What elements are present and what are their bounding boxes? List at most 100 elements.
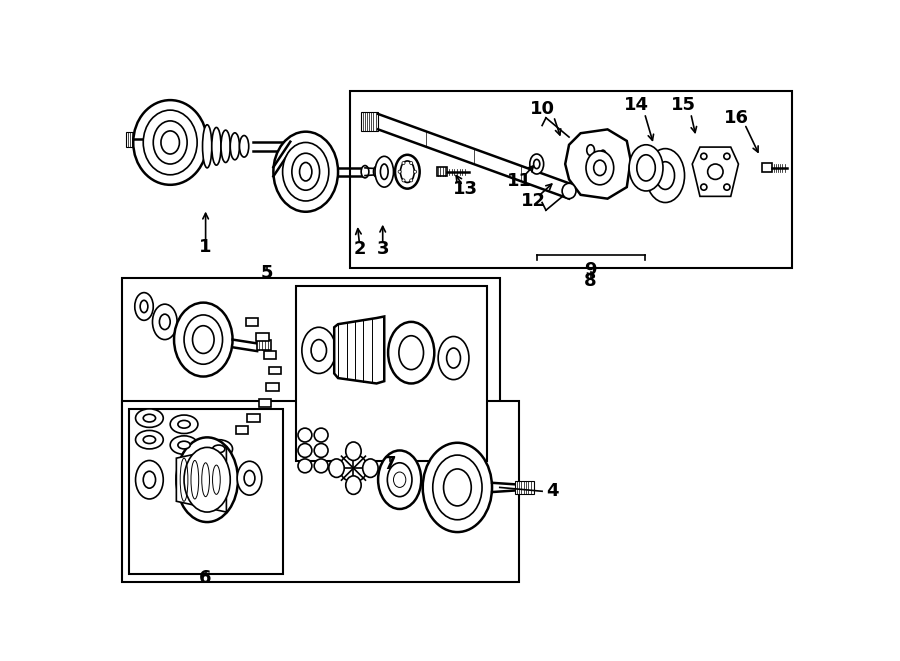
Ellipse shape: [170, 436, 198, 454]
Bar: [349, 91, 792, 268]
Ellipse shape: [176, 438, 238, 522]
Ellipse shape: [193, 326, 214, 354]
Text: 6: 6: [200, 569, 212, 587]
Bar: [258, 399, 271, 407]
Text: 4: 4: [546, 483, 558, 500]
Ellipse shape: [646, 149, 685, 202]
Polygon shape: [334, 317, 384, 383]
Ellipse shape: [346, 442, 361, 461]
Ellipse shape: [136, 409, 163, 428]
Ellipse shape: [402, 161, 405, 165]
Bar: [256, 333, 269, 341]
Ellipse shape: [446, 348, 461, 368]
Ellipse shape: [152, 304, 177, 340]
Ellipse shape: [238, 461, 262, 495]
Ellipse shape: [374, 167, 380, 177]
Ellipse shape: [399, 336, 424, 369]
Text: 12: 12: [521, 192, 546, 210]
Ellipse shape: [724, 184, 730, 190]
Text: 11: 11: [508, 172, 532, 190]
Bar: [257, 340, 271, 350]
Bar: [436, 167, 447, 176]
Ellipse shape: [586, 151, 614, 185]
Ellipse shape: [283, 143, 328, 201]
Ellipse shape: [388, 322, 435, 383]
Bar: [248, 414, 259, 422]
Ellipse shape: [433, 455, 482, 520]
Ellipse shape: [298, 459, 312, 473]
Ellipse shape: [387, 463, 412, 496]
Ellipse shape: [314, 444, 328, 457]
Ellipse shape: [375, 156, 393, 187]
Ellipse shape: [221, 130, 230, 163]
Bar: [264, 351, 276, 359]
Ellipse shape: [202, 125, 211, 168]
Ellipse shape: [314, 428, 328, 442]
Text: 15: 15: [670, 97, 696, 114]
Ellipse shape: [363, 459, 378, 477]
Text: 2: 2: [354, 240, 366, 258]
Text: 5: 5: [261, 264, 274, 282]
Ellipse shape: [398, 170, 401, 173]
Bar: [761, 163, 772, 173]
Ellipse shape: [143, 436, 156, 444]
Ellipse shape: [170, 415, 198, 434]
Ellipse shape: [400, 161, 414, 182]
Ellipse shape: [153, 121, 187, 164]
Ellipse shape: [402, 179, 405, 182]
Ellipse shape: [656, 162, 674, 190]
Ellipse shape: [143, 110, 197, 175]
Ellipse shape: [133, 100, 207, 185]
Ellipse shape: [413, 170, 417, 173]
Text: 3: 3: [376, 240, 389, 258]
Ellipse shape: [395, 155, 419, 188]
Bar: [269, 367, 281, 374]
Text: 14: 14: [625, 97, 649, 114]
Ellipse shape: [311, 340, 327, 361]
Ellipse shape: [724, 153, 730, 159]
Ellipse shape: [205, 440, 232, 458]
Text: 9: 9: [584, 261, 597, 280]
Ellipse shape: [212, 128, 221, 165]
Ellipse shape: [136, 461, 163, 499]
Ellipse shape: [707, 164, 723, 179]
Ellipse shape: [438, 336, 469, 379]
Ellipse shape: [534, 159, 540, 169]
Ellipse shape: [174, 303, 232, 377]
Ellipse shape: [583, 139, 599, 161]
Bar: [266, 383, 279, 391]
Ellipse shape: [230, 133, 239, 160]
Bar: [515, 481, 535, 494]
Ellipse shape: [239, 136, 248, 157]
Ellipse shape: [361, 165, 369, 178]
Polygon shape: [176, 447, 227, 512]
Ellipse shape: [292, 153, 320, 190]
Bar: [122, 401, 519, 582]
Ellipse shape: [410, 161, 413, 165]
Text: 8: 8: [584, 272, 597, 290]
Ellipse shape: [328, 459, 344, 477]
Ellipse shape: [701, 184, 706, 190]
Ellipse shape: [314, 459, 328, 473]
Ellipse shape: [594, 160, 606, 176]
Ellipse shape: [136, 430, 163, 449]
Ellipse shape: [184, 447, 230, 512]
Ellipse shape: [178, 442, 190, 449]
Bar: [296, 286, 487, 461]
Ellipse shape: [300, 163, 312, 181]
Ellipse shape: [410, 179, 413, 182]
Text: 7: 7: [384, 455, 397, 473]
Ellipse shape: [178, 420, 190, 428]
Ellipse shape: [302, 327, 336, 373]
Ellipse shape: [562, 183, 576, 199]
Ellipse shape: [378, 450, 421, 509]
Ellipse shape: [184, 315, 222, 364]
Ellipse shape: [161, 131, 179, 154]
Bar: [236, 426, 248, 434]
Ellipse shape: [140, 300, 148, 313]
Ellipse shape: [212, 445, 225, 453]
Ellipse shape: [629, 145, 663, 191]
Ellipse shape: [587, 145, 595, 155]
Ellipse shape: [339, 454, 367, 482]
Ellipse shape: [298, 444, 312, 457]
